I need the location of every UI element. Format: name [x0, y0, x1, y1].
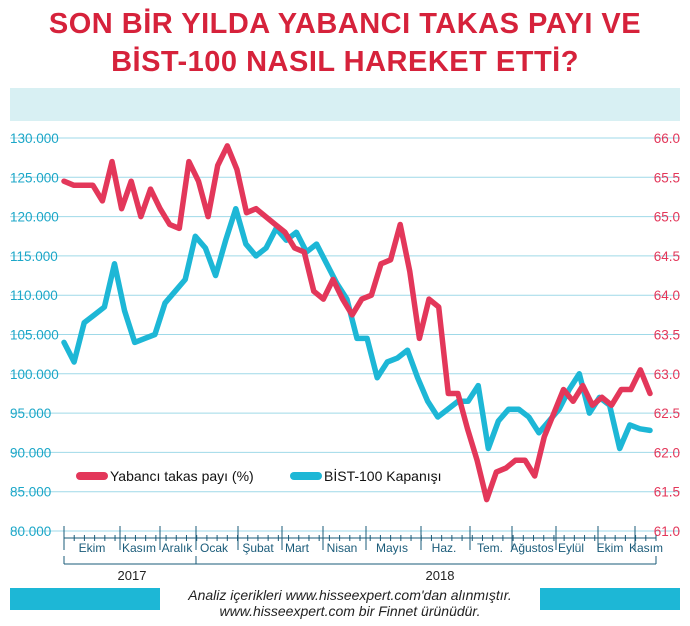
y-right-tick-label: 64.5 — [654, 249, 680, 264]
y-left-tick-label: 110.000 — [10, 288, 58, 303]
x-tick-label: Kasım — [629, 541, 663, 555]
y-right-tick-label: 63.5 — [654, 328, 680, 343]
year-label: 2017 — [118, 568, 147, 583]
x-tick-label: Aralık — [162, 541, 194, 555]
y-right-tick-label: 63.0 — [654, 367, 680, 382]
y-left-tick-label: 120.000 — [10, 210, 59, 225]
x-tick-label: Ekim — [79, 541, 106, 555]
footer-bar-left — [10, 588, 160, 610]
x-tick-label: Mayıs — [376, 541, 408, 555]
y-left-tick-label: 130.000 — [10, 131, 59, 146]
chart-title-line-1: SON BİR YILDA YABANCI TAKAS PAYI VE — [48, 8, 642, 40]
x-tick-label: Mart — [285, 541, 310, 555]
grid-lines — [10, 137, 680, 532]
x-tick-label: Haz. — [432, 541, 457, 555]
legend-label-blue: BİST-100 Kapanışı — [324, 467, 442, 484]
y-right-tick-label: 65.5 — [654, 170, 680, 185]
year-label: 2018 — [426, 568, 455, 583]
legend: Yabancı takas payı (%) BİST-100 Kapanışı — [76, 467, 442, 484]
x-tick-label: Ocak — [200, 541, 229, 555]
y-right-tick-label: 61.5 — [654, 485, 680, 500]
y-left-tick-label: 115.000 — [10, 249, 58, 264]
y-right-tick-label: 65.0 — [654, 210, 680, 225]
y-right-tick-label: 66.0 — [654, 131, 680, 146]
source-note: Analiz içerikleri www.hisseexpert.com'da… — [188, 587, 512, 603]
y-left-tick-label: 95.000 — [10, 406, 51, 421]
y-right-tick-label: 64.0 — [654, 288, 680, 303]
chart-title-line-2: BİST-100 NASIL HAREKET ETTİ? — [111, 46, 579, 78]
header-band — [10, 88, 680, 121]
x-axis: Ekim Kasım Aralık Ocak Şubat Mart Nisan Mayıs Ha… — [63, 526, 663, 583]
y-left-tick-label: 80.000 — [10, 524, 51, 539]
y-left-tick-label: 90.000 — [10, 445, 51, 460]
source-note-2: www.hisseexpert.com bir Finnet ürünüdür. — [219, 603, 481, 619]
y-left-tick-label: 125.000 — [10, 170, 59, 185]
y-left-tick-label: 100.000 — [10, 367, 59, 382]
bist100-series-line — [61, 205, 653, 452]
x-tick-label: Kasım — [122, 541, 156, 555]
y-right-tick-label: 62.0 — [654, 445, 680, 460]
x-tick-label: Eylül — [558, 541, 584, 555]
right-y-axis: 61.0 61.5 62.0 62.5 63.0 63.5 64.0 64.5 65.0 65.5… — [654, 131, 680, 539]
x-tick-label: Tem. — [477, 541, 503, 555]
legend-label-red: Yabancı takas payı (%) — [110, 468, 254, 484]
y-left-tick-label: 85.000 — [10, 485, 51, 500]
foreign-share-series-line — [61, 143, 653, 503]
y-left-tick-label: 105.000 — [10, 328, 59, 343]
x-tick-label: Ağustos — [510, 541, 553, 555]
y-right-tick-label: 61.0 — [654, 524, 680, 539]
footer-bar-right — [540, 588, 680, 610]
x-tick-label: Nisan — [327, 541, 358, 555]
x-tick-label: Ekim — [597, 541, 624, 555]
x-tick-label: Şubat — [242, 541, 274, 555]
y-right-tick-label: 62.5 — [654, 406, 680, 421]
left-y-axis: 80.000 85.000 90.000 95.000 100.000 105.000 11… — [10, 131, 59, 539]
series-lines — [61, 143, 653, 503]
